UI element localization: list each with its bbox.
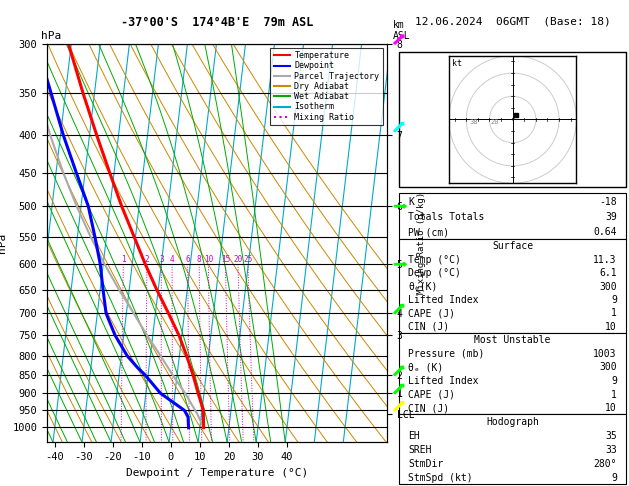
Text: 10: 10 bbox=[605, 322, 617, 331]
Text: Mixing Ratio (g/kg): Mixing Ratio (g/kg) bbox=[417, 192, 426, 294]
FancyBboxPatch shape bbox=[399, 332, 626, 415]
Text: StmDir: StmDir bbox=[408, 459, 443, 469]
Text: CIN (J): CIN (J) bbox=[408, 403, 450, 413]
Text: StmSpd (kt): StmSpd (kt) bbox=[408, 473, 473, 483]
Text: 39: 39 bbox=[605, 212, 617, 222]
Text: 15: 15 bbox=[221, 255, 230, 264]
Text: CIN (J): CIN (J) bbox=[408, 322, 450, 331]
Text: 12.06.2024  06GMT  (Base: 18): 12.06.2024 06GMT (Base: 18) bbox=[415, 17, 611, 27]
Text: Surface: Surface bbox=[492, 242, 533, 251]
Text: 4: 4 bbox=[170, 255, 174, 264]
Text: 11.3: 11.3 bbox=[593, 255, 617, 265]
Text: 10: 10 bbox=[605, 403, 617, 413]
Text: 6.1: 6.1 bbox=[599, 268, 617, 278]
FancyBboxPatch shape bbox=[399, 239, 626, 332]
Text: 25: 25 bbox=[243, 255, 253, 264]
Text: EH: EH bbox=[408, 431, 420, 441]
Text: K: K bbox=[408, 197, 415, 207]
Text: 280°: 280° bbox=[593, 459, 617, 469]
Text: 2: 2 bbox=[145, 255, 149, 264]
Text: CAPE (J): CAPE (J) bbox=[408, 390, 455, 399]
Legend: Temperature, Dewpoint, Parcel Trajectory, Dry Adiabat, Wet Adiabat, Isotherm, Mi: Temperature, Dewpoint, Parcel Trajectory… bbox=[270, 48, 382, 125]
Text: 300: 300 bbox=[599, 281, 617, 292]
Text: Lifted Index: Lifted Index bbox=[408, 376, 479, 386]
Text: Pressure (mb): Pressure (mb) bbox=[408, 349, 485, 359]
Text: -37°00'S  174°4B'E  79m ASL: -37°00'S 174°4B'E 79m ASL bbox=[121, 16, 313, 29]
Text: 6: 6 bbox=[186, 255, 190, 264]
FancyBboxPatch shape bbox=[399, 193, 626, 239]
Text: 33: 33 bbox=[605, 445, 617, 455]
Text: Lifted Index: Lifted Index bbox=[408, 295, 479, 305]
Text: 9: 9 bbox=[611, 295, 617, 305]
Text: 9: 9 bbox=[611, 376, 617, 386]
FancyBboxPatch shape bbox=[399, 52, 626, 187]
Y-axis label: hPa: hPa bbox=[0, 233, 7, 253]
Text: 1: 1 bbox=[611, 308, 617, 318]
Text: θₑ (K): θₑ (K) bbox=[408, 363, 443, 372]
Text: 35: 35 bbox=[605, 431, 617, 441]
Text: hPa: hPa bbox=[41, 31, 61, 41]
Text: km
ASL: km ASL bbox=[393, 20, 411, 41]
Text: 10: 10 bbox=[204, 255, 213, 264]
FancyBboxPatch shape bbox=[399, 415, 626, 484]
Text: 0.64: 0.64 bbox=[593, 227, 617, 237]
X-axis label: Dewpoint / Temperature (°C): Dewpoint / Temperature (°C) bbox=[126, 468, 308, 478]
Text: SREH: SREH bbox=[408, 445, 432, 455]
Text: Most Unstable: Most Unstable bbox=[474, 335, 551, 345]
Text: Dewp (°C): Dewp (°C) bbox=[408, 268, 461, 278]
Text: Temp (°C): Temp (°C) bbox=[408, 255, 461, 265]
Text: CAPE (J): CAPE (J) bbox=[408, 308, 455, 318]
Text: Totals Totals: Totals Totals bbox=[408, 212, 485, 222]
Text: 300: 300 bbox=[599, 363, 617, 372]
Text: 1: 1 bbox=[611, 390, 617, 399]
Text: 3: 3 bbox=[159, 255, 164, 264]
Text: 1003: 1003 bbox=[593, 349, 617, 359]
Text: Hodograph: Hodograph bbox=[486, 417, 539, 427]
Text: PW (cm): PW (cm) bbox=[408, 227, 450, 237]
Text: -18: -18 bbox=[599, 197, 617, 207]
Text: 20: 20 bbox=[233, 255, 243, 264]
Text: θₑ(K): θₑ(K) bbox=[408, 281, 438, 292]
Text: 1: 1 bbox=[121, 255, 126, 264]
Text: 8: 8 bbox=[197, 255, 201, 264]
Text: 9: 9 bbox=[611, 473, 617, 483]
